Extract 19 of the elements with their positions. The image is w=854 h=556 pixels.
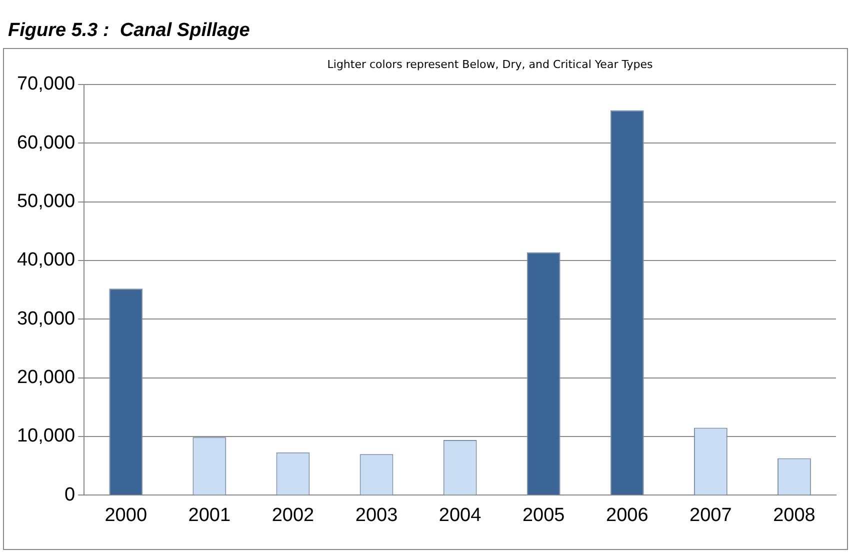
y-tick-label: 10,000 [16, 426, 76, 447]
y-tick-label: 20,000 [16, 367, 76, 388]
y-tick-label: 70,000 [16, 74, 76, 95]
y-tick-label: 40,000 [16, 250, 76, 271]
chart-title: Figure 5.3 : Canal Spillage [8, 20, 250, 42]
x-tick-label: 2004 [438, 504, 482, 526]
x-tick-label: 2007 [690, 504, 732, 526]
y-tick-label: 50,000 [16, 191, 76, 212]
chart-subtitle: Lighter colors represent Below, Dry, and Critical Year Types [326, 58, 654, 71]
x-tick-label: 2001 [188, 504, 231, 526]
x-tick-label: 2003 [355, 504, 398, 526]
x-tick-label: 2006 [606, 504, 648, 526]
x-tick-label: 2005 [522, 504, 565, 526]
x-tick-label: 2002 [272, 504, 314, 526]
y-tick-label: 0 [64, 484, 76, 506]
y-tick-label: 30,000 [16, 308, 76, 330]
x-tick-label: 2000 [104, 504, 148, 526]
x-tick-label: 2008 [773, 504, 816, 526]
y-tick-label: 60,000 [16, 132, 76, 154]
